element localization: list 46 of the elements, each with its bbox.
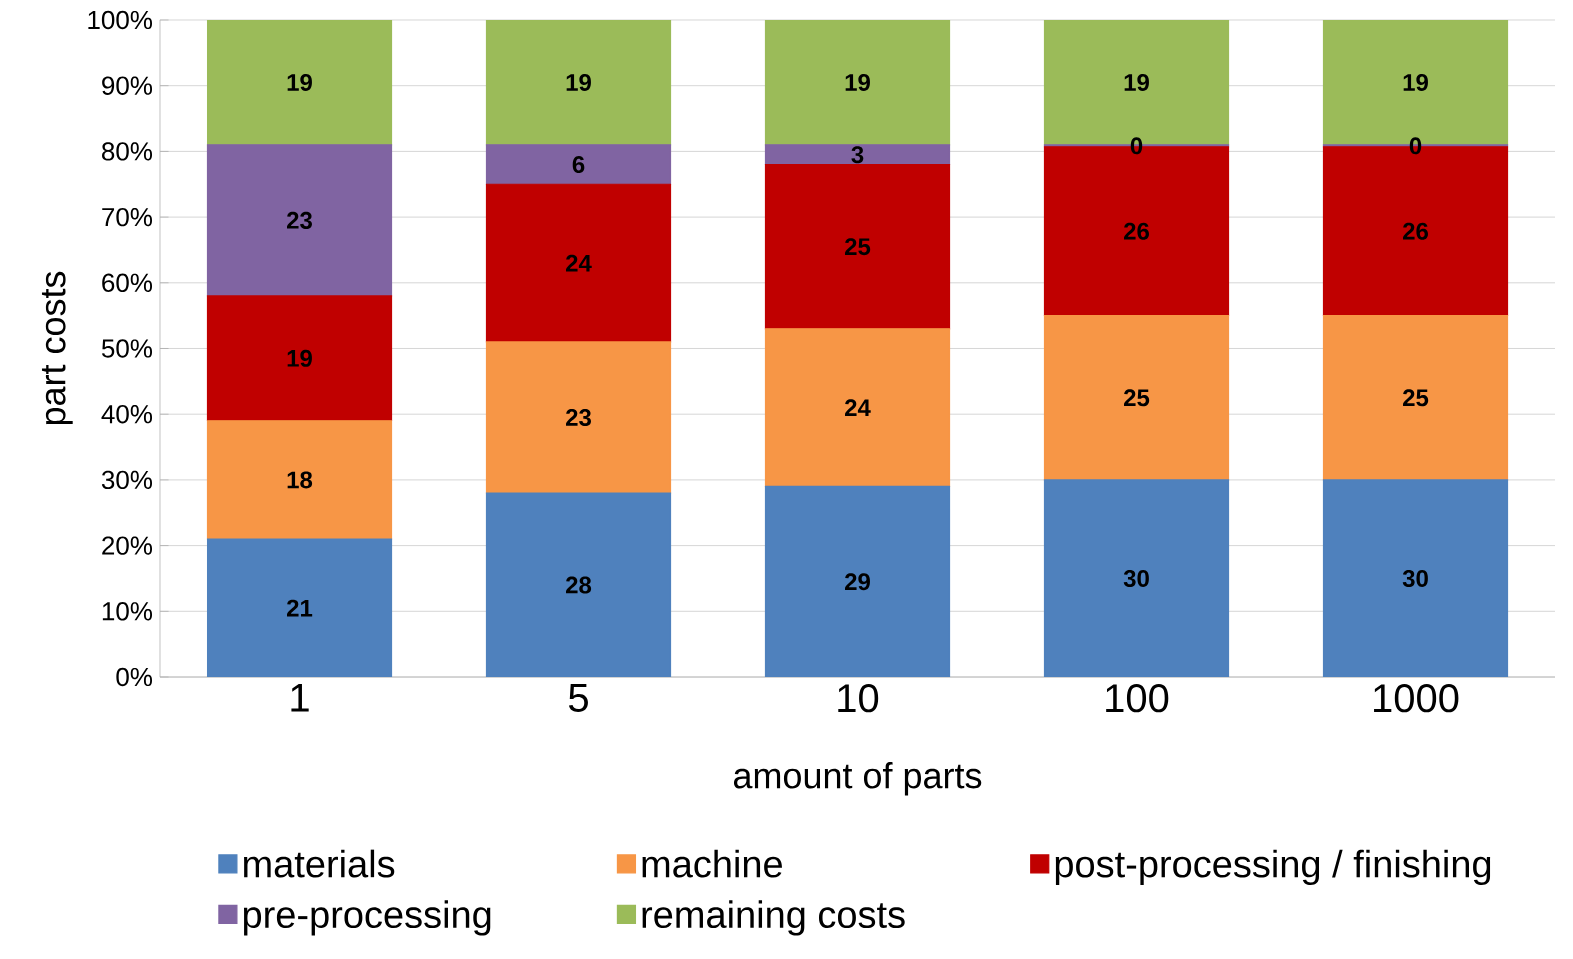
legend-label: materials [244, 849, 395, 878]
data-label: 19 [287, 73, 312, 91]
data-label: 25 [845, 238, 871, 256]
data-label: 29 [845, 573, 870, 591]
data-label: 28 [566, 576, 592, 594]
y-tick-label: 50% [101, 339, 153, 358]
data-label: 6 [572, 156, 585, 174]
data-label: 30 [1123, 569, 1149, 587]
data-label: 24 [566, 254, 592, 272]
y-axis-title: part costs [41, 271, 73, 425]
data-label: 25 [1124, 389, 1150, 407]
data-label: 19 [1403, 73, 1428, 91]
x-axis-title: amount of parts [733, 762, 982, 796]
legend-label: remaining costs [642, 900, 905, 936]
data-label: 19 [845, 73, 870, 91]
x-tick-label: 100 [1106, 684, 1169, 713]
data-label: 23 [287, 211, 312, 229]
data-label: 24 [845, 399, 871, 416]
y-tick-label: 90% [102, 76, 153, 95]
x-tick-label: 1000 [1374, 684, 1459, 713]
y-tick-label: 10% [102, 602, 153, 621]
y-tick-label: 100% [88, 10, 153, 30]
data-label: 26 [1403, 222, 1428, 240]
y-tick-label: 60% [102, 273, 153, 292]
data-label: 21 [287, 599, 313, 617]
data-label: 30 [1402, 569, 1428, 587]
data-label: 18 [287, 471, 313, 489]
x-tick-label: 5 [568, 684, 588, 712]
data-label: 23 [566, 408, 591, 426]
x-tick-label: 1 [291, 684, 309, 712]
data-label: 3 [851, 146, 864, 164]
legend-label: post-processing / finishing [1055, 849, 1491, 886]
legend-label: pre-processing [243, 900, 491, 936]
y-tick-label: 70% [102, 207, 153, 227]
y-tick-label: 40% [101, 404, 153, 424]
y-tick-label: 0% [116, 667, 153, 687]
data-label: 25 [1403, 389, 1429, 407]
legend-label: machine [642, 849, 782, 878]
y-tick-label: 30% [101, 470, 153, 490]
data-label: 19 [566, 73, 591, 91]
data-label: 19 [1124, 73, 1149, 91]
y-tick-label: 80% [102, 142, 153, 161]
y-tick-label: 20% [102, 536, 153, 555]
data-label: 19 [287, 349, 312, 367]
x-tick-label: 10 [838, 684, 879, 713]
data-label: 26 [1124, 222, 1149, 240]
